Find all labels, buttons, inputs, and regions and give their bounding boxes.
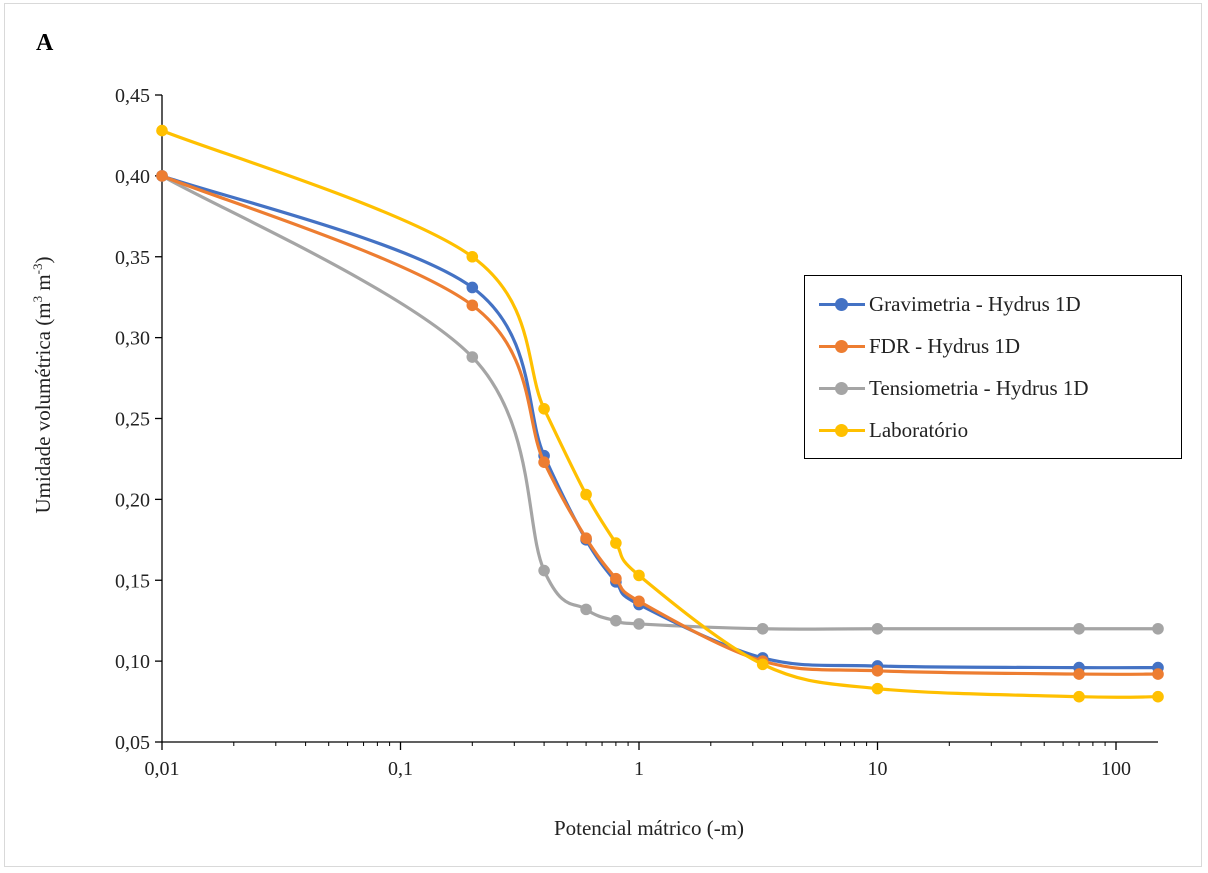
y-tick-label: 0,30 <box>115 328 150 350</box>
data-point <box>610 572 622 585</box>
legend-label: Tensiometria - Hydrus 1D <box>869 375 1089 400</box>
data-point <box>871 665 884 677</box>
data-point <box>1073 690 1085 703</box>
y-tick-label: 0,45 <box>115 85 150 107</box>
legend-marker <box>835 340 848 353</box>
legend-marker <box>835 382 848 395</box>
data-point <box>633 595 645 608</box>
legend-swatch <box>819 409 865 451</box>
legend-item: FDR - Hydrus 1D <box>805 325 1181 367</box>
data-point <box>466 299 479 312</box>
x-tick-label: 0,1 <box>388 758 413 780</box>
data-point <box>1073 622 1085 635</box>
data-point <box>466 250 479 263</box>
data-point <box>580 532 592 544</box>
legend-label: Laboratório <box>869 417 969 442</box>
y-tick-label: 0,40 <box>115 166 150 188</box>
y-tick-label: 0,05 <box>115 732 150 754</box>
legend-label: Gravimetria - Hydrus 1D <box>869 291 1081 316</box>
data-point <box>633 618 645 630</box>
data-point <box>466 351 479 363</box>
legend-swatch <box>819 325 865 367</box>
y-tick-label: 0,15 <box>115 570 150 592</box>
series-1 <box>156 170 1164 680</box>
data-point <box>1152 668 1164 680</box>
legend-marker <box>835 298 848 311</box>
data-point <box>1152 622 1164 635</box>
data-point <box>633 569 645 582</box>
panel-label: A <box>36 30 54 56</box>
data-point <box>871 682 884 695</box>
series-3 <box>156 124 1164 703</box>
data-point <box>156 170 168 182</box>
data-point <box>538 456 550 468</box>
data-point <box>871 622 884 635</box>
legend-label: FDR - Hydrus 1D <box>869 333 1021 358</box>
data-point <box>1073 668 1085 680</box>
legend-item: Gravimetria - Hydrus 1D <box>805 283 1181 325</box>
y-tick-label: 0,35 <box>115 247 150 269</box>
x-tick-label: 0,01 <box>145 758 180 780</box>
x-axis-title: Potencial mátrico (-m) <box>553 816 745 840</box>
data-point <box>466 281 479 294</box>
legend-marker <box>835 424 848 437</box>
legend-item: Laboratório <box>805 409 1181 451</box>
data-point <box>156 124 168 137</box>
data-point <box>756 658 769 671</box>
x-tick-label: 100 <box>1101 758 1131 780</box>
data-point <box>538 402 550 415</box>
legend-swatch <box>819 367 865 409</box>
legend-swatch <box>819 283 865 325</box>
data-point <box>538 564 550 577</box>
y-tick-label: 0,10 <box>115 651 150 673</box>
data-point <box>756 622 769 635</box>
data-point <box>580 488 592 501</box>
legend-item: Tensiometria - Hydrus 1D <box>805 367 1181 409</box>
legend: Gravimetria - Hydrus 1D FDR - Hydrus 1D Te… <box>804 275 1182 459</box>
data-point <box>580 603 592 616</box>
x-tick-label: 10 <box>868 758 888 780</box>
y-tick-label: 0,25 <box>115 409 150 431</box>
x-tick-label: 1 <box>634 758 644 780</box>
data-point <box>610 614 622 627</box>
series-2 <box>156 170 1164 635</box>
data-point <box>610 537 622 549</box>
data-point <box>1152 690 1164 703</box>
y-tick-label: 0,20 <box>115 489 150 511</box>
series-layer <box>156 124 1164 703</box>
axes: 0,05 0,10 0,15 0,20 0,25 0,30 0,35 0,40 0,45 0,01… <box>115 85 1158 780</box>
